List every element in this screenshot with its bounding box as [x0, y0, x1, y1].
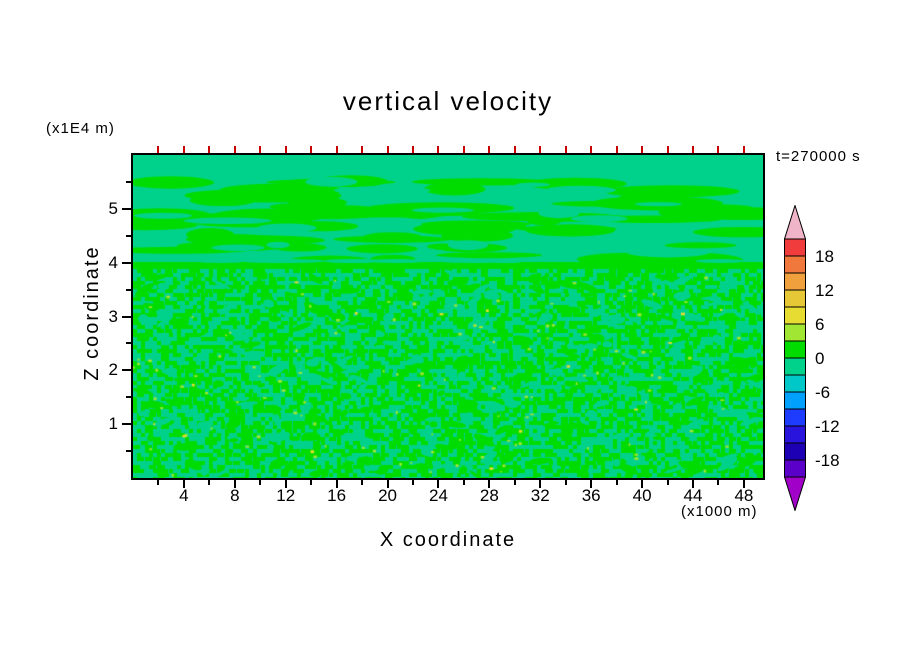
x-minor-tick — [717, 480, 720, 485]
x-tick-label: 48 — [734, 486, 754, 505]
z-major-tick — [122, 315, 131, 318]
x-minor-tick — [462, 480, 465, 485]
top-red-tick — [641, 146, 644, 153]
top-red-tick — [437, 146, 440, 153]
top-red-tick — [310, 146, 313, 153]
z-major-tick — [122, 369, 131, 372]
z-minor-tick — [126, 180, 131, 183]
top-red-tick — [259, 146, 262, 153]
top-red-tick — [539, 146, 542, 153]
top-red-tick — [488, 146, 491, 153]
x-tick-label: 20 — [378, 486, 397, 505]
top-red-tick — [182, 146, 185, 153]
z-minor-tick — [126, 450, 131, 453]
x-minor-tick — [157, 480, 160, 485]
x-tick-label: 12 — [276, 486, 296, 505]
x-tick-label: 8 — [230, 486, 240, 505]
top-red-tick — [513, 146, 516, 153]
top-red-tick — [666, 146, 669, 153]
top-red-tick — [590, 146, 593, 153]
z-axis-unit-label: (x1E4 m) — [46, 120, 115, 137]
x-minor-tick — [615, 480, 618, 485]
x-tick-label: 44 — [683, 486, 703, 505]
z-major-tick — [122, 207, 131, 210]
x-major-tick — [590, 480, 593, 488]
top-red-tick — [564, 146, 567, 153]
x-minor-tick — [564, 480, 567, 485]
top-red-tick — [717, 146, 720, 153]
x-major-tick — [641, 480, 644, 488]
top-red-tick — [615, 146, 618, 153]
top-red-tick — [233, 146, 236, 153]
colorbar — [783, 203, 807, 513]
x-axis-label: X coordinate — [379, 529, 517, 551]
x-major-tick — [539, 480, 542, 488]
x-major-tick — [284, 480, 287, 488]
z-major-tick — [122, 423, 131, 426]
x-minor-tick — [259, 480, 262, 485]
z-minor-tick — [126, 234, 131, 237]
x-major-tick — [488, 480, 491, 488]
x-minor-tick — [310, 480, 313, 485]
top-red-tick — [742, 146, 745, 153]
z-major-tick — [122, 261, 131, 264]
x-major-tick — [692, 480, 694, 488]
x-tick-label: 24 — [428, 486, 448, 505]
x-major-tick — [742, 480, 745, 488]
z-minor-tick — [126, 342, 131, 345]
top-red-tick — [335, 146, 338, 153]
top-red-tick — [692, 146, 694, 153]
z-tick-label: 1 — [108, 414, 118, 434]
x-tick-label: 40 — [632, 486, 652, 505]
colorbar-label: -18 — [815, 451, 840, 470]
x-axis-unit-label: (x1000 m) — [681, 503, 758, 520]
plot-frame — [131, 153, 765, 480]
z-minor-tick — [126, 288, 131, 291]
x-tick-label: 16 — [327, 486, 347, 505]
colorbar-label: 0 — [815, 349, 825, 368]
top-red-tick — [157, 146, 160, 153]
top-red-tick — [361, 146, 364, 153]
x-major-tick — [335, 480, 338, 488]
colorbar-label: -12 — [815, 417, 840, 436]
top-red-tick — [462, 146, 465, 153]
x-tick-label: 32 — [530, 486, 550, 505]
top-red-tick — [412, 146, 414, 153]
z-tick-label: 2 — [108, 360, 118, 380]
colorbar-svg — [783, 203, 807, 513]
z-tick-label: 3 — [108, 306, 118, 326]
x-minor-tick — [666, 480, 669, 485]
x-major-tick — [182, 480, 185, 488]
x-minor-tick — [513, 480, 516, 485]
x-major-tick — [437, 480, 440, 488]
x-major-tick — [386, 480, 389, 488]
colorbar-label: 6 — [815, 315, 825, 334]
x-minor-tick — [412, 480, 414, 485]
x-minor-tick — [208, 480, 211, 485]
z-tick-label: 4 — [108, 252, 118, 272]
x-tick-label: 36 — [581, 486, 601, 505]
colorbar-label: -6 — [815, 383, 831, 402]
top-red-tick — [386, 146, 389, 153]
velocity-field — [133, 155, 763, 478]
z-tick-label: 5 — [108, 198, 118, 218]
colorbar-label: 12 — [815, 281, 834, 300]
z-minor-tick — [126, 396, 131, 399]
x-minor-tick — [361, 480, 364, 485]
x-major-tick — [233, 480, 236, 488]
top-red-tick — [284, 146, 287, 153]
top-red-tick — [208, 146, 211, 153]
x-tick-label: 28 — [479, 486, 499, 505]
chart-title: vertical velocity — [342, 86, 554, 116]
x-tick-label: 4 — [179, 486, 189, 505]
colorbar-label: 18 — [815, 247, 834, 266]
time-annotation: t=270000 s — [776, 148, 861, 165]
z-axis-label: Z coordinate — [81, 245, 103, 381]
